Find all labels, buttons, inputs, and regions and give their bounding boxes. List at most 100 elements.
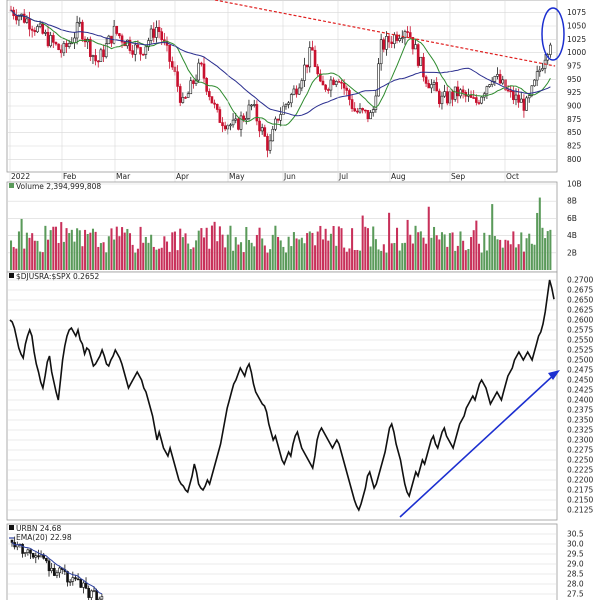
volume-bars (10, 197, 552, 270)
y-tick-label: 0.2325 (567, 426, 593, 435)
volume-bar (15, 248, 18, 270)
candle-body (186, 93, 190, 98)
candle-body (49, 35, 52, 47)
volume-bar (189, 249, 192, 270)
candle-body (94, 55, 97, 62)
candle-body (91, 55, 95, 57)
volume-bar (192, 247, 195, 270)
candle-body (46, 31, 50, 47)
volume-bar (176, 250, 179, 270)
volume-bar (396, 227, 399, 270)
y-tick-label: 0.2450 (567, 376, 593, 385)
candle-body (440, 95, 444, 105)
volume-bar (49, 230, 52, 270)
candle-body (469, 94, 473, 98)
candle-body (41, 23, 45, 34)
volume-bar (448, 233, 451, 270)
month-label: Jun (283, 172, 296, 181)
volume-label: Volume 2,394,999,808 (16, 182, 101, 191)
volume-bar (65, 228, 68, 270)
long-moving-average-line (10, 9, 551, 117)
candle-body (456, 86, 460, 97)
candle-body (416, 44, 420, 66)
volume-bar (475, 220, 478, 270)
candle-body (229, 124, 232, 127)
y-tick-label: 0.2525 (567, 346, 593, 355)
urbn-label: URBN 24.68 (16, 524, 62, 533)
volume-bar (54, 226, 57, 270)
volume-bar (324, 228, 327, 270)
volume-bar (366, 228, 369, 270)
volume-bar (433, 226, 436, 270)
volume-bar (226, 234, 229, 270)
candle-body (54, 42, 58, 45)
urbn-candle-body (31, 552, 35, 558)
candle-body (525, 97, 528, 111)
candle-body (313, 49, 317, 68)
volume-bar (544, 238, 547, 270)
candle-body (139, 47, 142, 55)
y-tick-label: 875 (567, 115, 582, 124)
candle-body (451, 91, 454, 100)
volume-bar (218, 226, 221, 270)
volume-bar (300, 237, 303, 270)
y-tick-label: 0.2575 (567, 326, 593, 335)
candle-body (218, 109, 222, 123)
volume-bar (514, 247, 518, 270)
candle-body (279, 114, 282, 121)
volume-bar (525, 238, 528, 270)
volume-bar (470, 237, 473, 270)
month-label: Sep (451, 172, 465, 181)
urbn-candle-body (10, 539, 14, 543)
candle-body (289, 94, 293, 104)
candle-body (239, 115, 243, 130)
volume-bar (266, 252, 269, 270)
candle-body (62, 43, 66, 54)
ratio-legend-swatch (9, 273, 14, 278)
candle-body (144, 46, 148, 55)
urbn-candle-body (45, 558, 48, 562)
candle-body (231, 119, 235, 126)
candle-body (28, 18, 31, 30)
candle-body (430, 84, 433, 89)
volume-bar (536, 212, 539, 270)
volume-bar (253, 246, 256, 270)
volume-bar (105, 252, 108, 270)
y-tick-label: 925 (567, 88, 582, 97)
urbn-candle-body (82, 582, 85, 588)
y-tick-label: 0.2225 (567, 466, 593, 475)
volume-bar (208, 248, 211, 270)
volume-bar (456, 245, 459, 270)
y-tick-label: 0.2650 (567, 296, 593, 305)
volume-bar (541, 227, 544, 270)
candle-body (522, 98, 526, 111)
urbn-candle-body (84, 582, 88, 589)
candle-body (300, 80, 304, 89)
volume-bar (150, 234, 153, 270)
volume-bar (110, 228, 113, 270)
y-tick-label: 850 (567, 128, 582, 137)
y-tick-label: 0.2400 (567, 396, 593, 405)
volume-bar (128, 233, 132, 270)
candle-body (517, 94, 520, 103)
volume-bar (142, 242, 145, 270)
volume-bar (485, 250, 488, 270)
volume-bar (221, 234, 224, 270)
volume-bar (184, 233, 187, 270)
volume-bar (139, 226, 142, 270)
downtrend-line (214, 0, 556, 67)
y-tick-label: 30.0 (567, 540, 584, 549)
candle-body (501, 79, 505, 84)
volume-bar (393, 242, 396, 270)
candle-body (107, 35, 111, 45)
volume-bar (356, 249, 359, 270)
candle-body (136, 44, 140, 48)
volume-bar (232, 250, 235, 270)
volume-bar (549, 229, 552, 270)
candle-body (284, 104, 288, 107)
candle-body (155, 27, 158, 38)
volume-bar (274, 225, 277, 270)
volume-bar (115, 226, 118, 270)
candle-body (178, 86, 182, 103)
candle-body (353, 108, 357, 112)
